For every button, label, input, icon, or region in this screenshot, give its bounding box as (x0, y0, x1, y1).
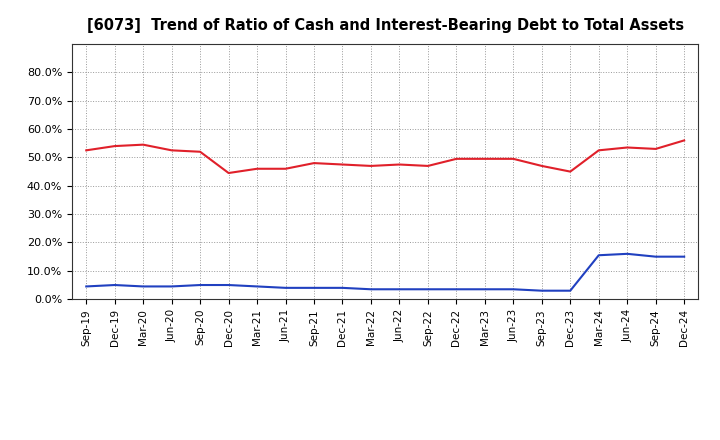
Cash (110, 143, 119, 149)
Interest-Bearing Debt (225, 282, 233, 288)
Interest-Bearing Debt (338, 285, 347, 290)
Interest-Bearing Debt (566, 288, 575, 293)
Interest-Bearing Debt (680, 254, 688, 259)
Interest-Bearing Debt (139, 284, 148, 289)
Cash (225, 170, 233, 176)
Cash (537, 163, 546, 169)
Cash (480, 156, 489, 161)
Interest-Bearing Debt (110, 282, 119, 288)
Interest-Bearing Debt (623, 251, 631, 257)
Interest-Bearing Debt (253, 284, 261, 289)
Legend: Cash, Interest-Bearing Debt: Cash, Interest-Bearing Debt (250, 438, 521, 440)
Cash (423, 163, 432, 169)
Line: Interest-Bearing Debt: Interest-Bearing Debt (86, 254, 684, 291)
Interest-Bearing Debt (282, 285, 290, 290)
Cash (282, 166, 290, 172)
Interest-Bearing Debt (480, 286, 489, 292)
Interest-Bearing Debt (395, 286, 404, 292)
Cash (139, 142, 148, 147)
Interest-Bearing Debt (167, 284, 176, 289)
Cash (310, 161, 318, 166)
Interest-Bearing Debt (310, 285, 318, 290)
Cash (680, 138, 688, 143)
Interest-Bearing Debt (509, 286, 518, 292)
Cash (566, 169, 575, 174)
Interest-Bearing Debt (452, 286, 461, 292)
Interest-Bearing Debt (82, 284, 91, 289)
Interest-Bearing Debt (537, 288, 546, 293)
Cash (595, 148, 603, 153)
Interest-Bearing Debt (423, 286, 432, 292)
Interest-Bearing Debt (652, 254, 660, 259)
Title: [6073]  Trend of Ratio of Cash and Interest-Bearing Debt to Total Assets: [6073] Trend of Ratio of Cash and Intere… (86, 18, 684, 33)
Cash (253, 166, 261, 172)
Cash (167, 148, 176, 153)
Cash (652, 146, 660, 151)
Cash (395, 162, 404, 167)
Cash (452, 156, 461, 161)
Interest-Bearing Debt (366, 286, 375, 292)
Interest-Bearing Debt (595, 253, 603, 258)
Cash (509, 156, 518, 161)
Cash (82, 148, 91, 153)
Cash (623, 145, 631, 150)
Cash (338, 162, 347, 167)
Cash (366, 163, 375, 169)
Cash (196, 149, 204, 154)
Interest-Bearing Debt (196, 282, 204, 288)
Line: Cash: Cash (86, 140, 684, 173)
